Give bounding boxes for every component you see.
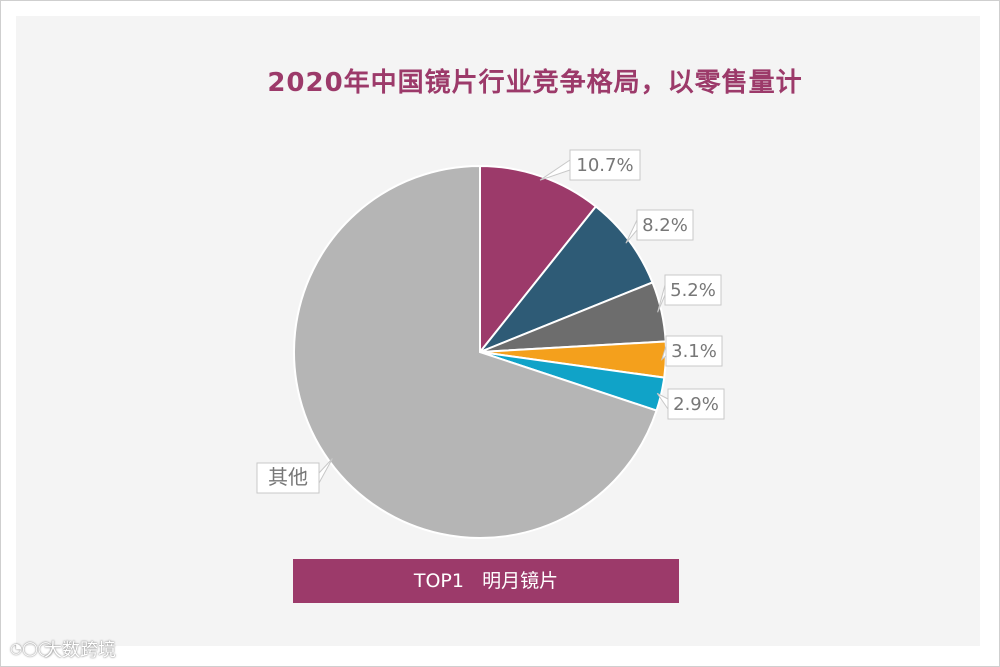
data-label: 2.9%: [673, 394, 719, 415]
chart-title: 2020年中国镜片行业竞争格局，以零售量计: [267, 68, 803, 98]
logo-icon: ◔◯◯: [10, 641, 54, 657]
top1-banner: TOP1 明月镜片: [293, 559, 679, 603]
data-label-box: [667, 388, 725, 420]
label-pointer: [539, 159, 571, 181]
label-pointer: [318, 458, 333, 484]
data-label: 8.2%: [642, 215, 688, 236]
watermark-text: 大数跨境: [44, 640, 116, 661]
data-label: 10.7%: [576, 155, 633, 176]
label-pointer: [625, 219, 638, 244]
data-label-box: [256, 462, 320, 494]
watermark: ◔◯◯ 大数跨境: [10, 636, 116, 662]
data-label: 其他: [268, 465, 308, 489]
pie-slice-2: [476, 205, 654, 355]
data-label-box: [569, 149, 641, 181]
data-label-box: [665, 335, 723, 367]
data-label-box: [664, 274, 722, 306]
data-label: 5.2%: [670, 280, 716, 301]
data-label-box: [636, 209, 694, 241]
data-label: 3.1%: [671, 341, 717, 362]
pie-slice-1: [479, 164, 598, 355]
pie-slice-6: [293, 164, 658, 539]
